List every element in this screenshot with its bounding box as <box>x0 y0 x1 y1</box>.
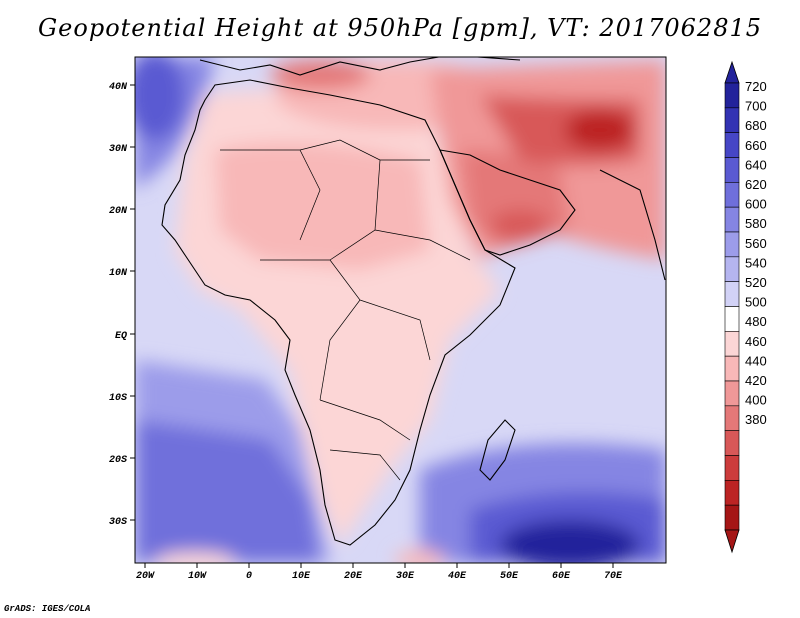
colorbar-labels: 720 700 680 660 640 620 600 580 560 540 520 500 480 4… <box>745 79 767 427</box>
borders <box>220 139 471 481</box>
colorbar-box <box>724 107 740 133</box>
colorbar-box <box>724 331 740 357</box>
colorbar-top-arrow <box>724 60 740 84</box>
colorbar-box <box>724 231 740 258</box>
colorbar-label: 560 <box>745 236 767 251</box>
colorbar-box <box>724 455 740 481</box>
colorbar-box <box>724 504 740 531</box>
colorbar-label: 500 <box>745 295 767 310</box>
x-tick-label: 60E <box>552 571 571 582</box>
colorbar-label: 660 <box>745 138 767 153</box>
colorbar-box <box>724 206 740 233</box>
colorbar-box <box>724 82 740 109</box>
coast-arabia <box>439 149 576 256</box>
x-tick-label: 10E <box>292 571 311 582</box>
colorbar: 720 700 680 660 640 620 600 580 560 540 520 500 480 4… <box>724 60 767 554</box>
colorbar-label: 460 <box>745 334 767 349</box>
x-tick-label: 50E <box>500 571 519 582</box>
colorbar-label: 380 <box>745 412 767 427</box>
y-tick-label: 10S <box>109 393 127 404</box>
field-north-atlantic-core <box>135 57 185 140</box>
plot-frame <box>134 56 667 564</box>
colorbar-label: 540 <box>745 255 767 270</box>
field-arabia-core <box>490 210 550 240</box>
field-cape-patch <box>395 550 445 563</box>
colorbar-box <box>724 430 740 456</box>
colorbar-label: 580 <box>745 216 767 231</box>
y-tick-label: 40N <box>109 82 128 93</box>
y-tick-label: 30S <box>109 517 127 528</box>
colorbar-label: 520 <box>745 275 767 290</box>
colorbar-box <box>724 380 740 407</box>
field-atlantic-patch <box>155 552 235 563</box>
height-field <box>135 57 666 563</box>
colorbar-box <box>724 157 740 183</box>
x-tick-label: 40E <box>448 571 467 582</box>
x-tick-label: 0 <box>246 571 252 582</box>
coast-india <box>599 169 666 281</box>
x-tick-label: 20W <box>136 571 155 582</box>
y-tick-label: 30N <box>109 144 128 155</box>
colorbar-box <box>724 306 740 332</box>
colorbar-label: 640 <box>745 157 767 172</box>
x-tick-label: 10W <box>188 571 207 582</box>
colorbar-box <box>724 256 740 282</box>
x-tick-label: 70E <box>604 571 623 582</box>
colorbar-label: 700 <box>745 99 767 114</box>
coast-africa <box>161 79 516 546</box>
coastlines <box>161 57 666 546</box>
colorbar-bottom-arrow <box>724 529 740 554</box>
colorbar-label: 680 <box>745 118 767 133</box>
colorbar-box <box>724 355 740 382</box>
colorbar-boxes <box>724 82 740 531</box>
field-indian-ocean-core <box>500 520 640 563</box>
colorbar-label: 440 <box>745 353 767 368</box>
colorbar-label: 620 <box>745 177 767 192</box>
y-tick-label: 20N <box>109 206 128 217</box>
field-south-atlantic-deep <box>135 420 320 563</box>
y-tick-label: EQ <box>115 331 127 342</box>
colorbar-label: 720 <box>745 79 767 94</box>
y-tick-labels: 40N 30N 20N 10N EQ 10S 20S 30S <box>109 82 128 528</box>
field-sahel <box>215 142 430 270</box>
tick-marks <box>130 84 614 568</box>
colorbar-box <box>724 405 740 431</box>
field-med-core <box>270 60 370 90</box>
colorbar-box <box>724 182 740 208</box>
y-tick-label: 10N <box>109 268 128 279</box>
x-tick-label: 20E <box>344 571 363 582</box>
colorbar-box <box>724 132 740 158</box>
colorbar-box <box>724 480 740 506</box>
y-tick-label: 20S <box>109 455 127 466</box>
footer-credit: GrADS: IGES/COLA <box>4 604 91 614</box>
x-tick-labels: 20W 10W 0 10E 20E 30E 40E 50E 60E 70E <box>136 571 623 582</box>
colorbar-label: 400 <box>745 393 767 408</box>
map-title: Geopotential Height at 950hPa [gpm], VT:… <box>38 14 762 42</box>
x-tick-label: 30E <box>396 571 415 582</box>
colorbar-label: 600 <box>745 197 767 212</box>
colorbar-box <box>724 281 740 307</box>
field-low-core <box>565 110 635 150</box>
colorbar-label: 420 <box>745 373 767 388</box>
coast-madagascar <box>479 419 516 481</box>
colorbar-label: 480 <box>745 314 767 329</box>
